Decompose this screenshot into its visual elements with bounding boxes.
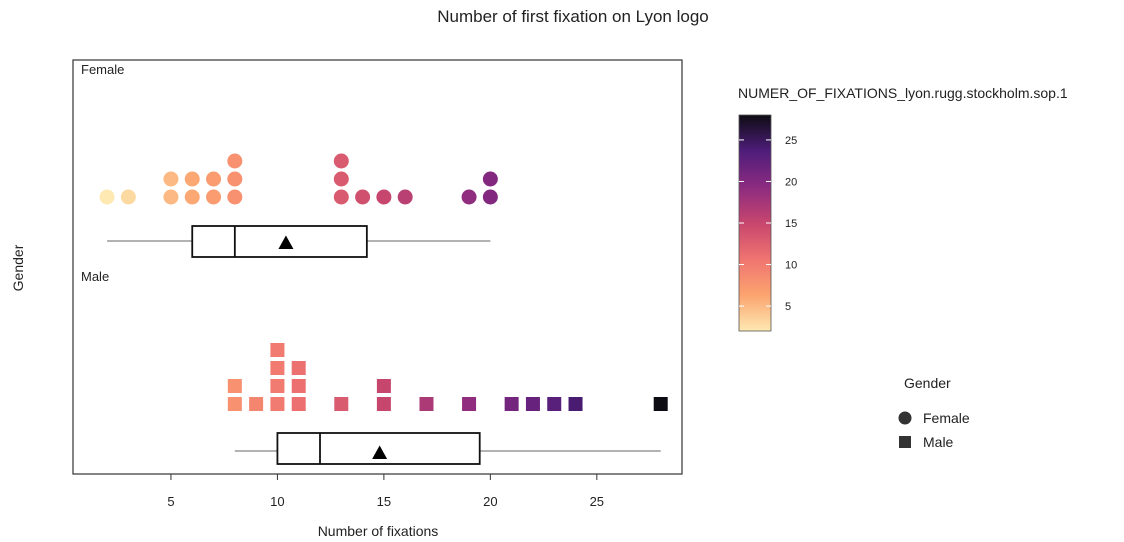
dot-point — [376, 397, 391, 411]
legend-label: Male — [923, 434, 954, 450]
color-tick-label: 20 — [785, 176, 797, 188]
chart-title: Number of first fixation on Lyon logo — [437, 7, 709, 26]
shape-legend-title: Gender — [904, 375, 951, 391]
shape-legend: Gender Female Male — [898, 375, 970, 450]
dot-point — [334, 397, 349, 411]
x-tick-label: 10 — [270, 494, 284, 509]
x-axis-label: Number of fixations — [318, 523, 439, 539]
dot-point — [227, 379, 242, 393]
dot-point — [419, 397, 434, 411]
dot-point — [291, 379, 306, 393]
dot-point — [482, 189, 498, 205]
x-axis: 5 10 15 20 25 — [167, 474, 604, 509]
x-tick-label: 25 — [590, 494, 604, 509]
dot-point — [270, 343, 285, 357]
dot-point — [482, 171, 498, 187]
dot-point — [206, 171, 222, 187]
dot-point — [653, 397, 668, 411]
dot-point — [163, 171, 179, 187]
color-legend-title: NUMER_OF_FIXATIONS_lyon.rugg.stockholm.s… — [738, 85, 1068, 101]
dot-point — [227, 171, 243, 187]
dot-point — [291, 397, 306, 411]
dot-point — [227, 397, 242, 411]
dot-point — [504, 397, 519, 411]
x-tick-label: 15 — [377, 494, 391, 509]
color-tick-label: 25 — [785, 135, 797, 147]
dot-point — [120, 189, 136, 205]
box-iqr — [191, 225, 368, 258]
x-tick-label: 20 — [483, 494, 497, 509]
color-tick-label: 5 — [785, 301, 791, 313]
dot-point — [397, 189, 413, 205]
shape-legend-items: Female Male — [898, 410, 970, 450]
dot-point — [270, 397, 285, 411]
color-legend-bar — [738, 114, 772, 332]
dot-point — [270, 361, 285, 375]
dot-point — [462, 397, 477, 411]
legend-circle-icon — [898, 411, 912, 425]
legend-square-icon — [899, 436, 911, 448]
dot-point — [355, 189, 371, 205]
dot-point — [461, 189, 477, 205]
color-tick-label: 15 — [785, 218, 797, 230]
legend-label: Female — [923, 410, 970, 426]
dot-point — [227, 189, 243, 205]
dot-point — [249, 397, 264, 411]
dot-point — [376, 189, 392, 205]
mean-marker — [278, 235, 294, 249]
dot-point — [568, 397, 583, 411]
dot-point — [333, 189, 349, 205]
panel-label: Female — [81, 62, 124, 77]
x-tick-label: 5 — [167, 494, 174, 509]
dot-point — [227, 153, 243, 169]
dot-point — [376, 379, 391, 393]
dot-point — [525, 397, 540, 411]
dot-point — [333, 171, 349, 187]
color-legend-ticks: 5 10 15 20 25 — [739, 135, 797, 313]
dot-point — [99, 189, 115, 205]
dot-point — [206, 189, 222, 205]
box-iqr — [276, 432, 481, 465]
dot-point — [184, 171, 200, 187]
color-tick-label: 10 — [785, 260, 797, 272]
panel-male: Male — [81, 269, 668, 465]
dot-point — [270, 379, 285, 393]
panel-female: Female — [81, 62, 498, 258]
dot-point — [291, 361, 306, 375]
dot-point — [184, 189, 200, 205]
plot-frame — [72, 59, 683, 475]
panels: Female Male — [81, 62, 668, 465]
dot-point — [163, 189, 179, 205]
panel-label: Male — [81, 269, 109, 284]
color-legend: NUMER_OF_FIXATIONS_lyon.rugg.stockholm.s… — [738, 85, 1068, 332]
dot-point — [547, 397, 562, 411]
y-axis-label: Gender — [10, 244, 26, 291]
mean-marker — [372, 445, 388, 459]
dot-point — [333, 153, 349, 169]
